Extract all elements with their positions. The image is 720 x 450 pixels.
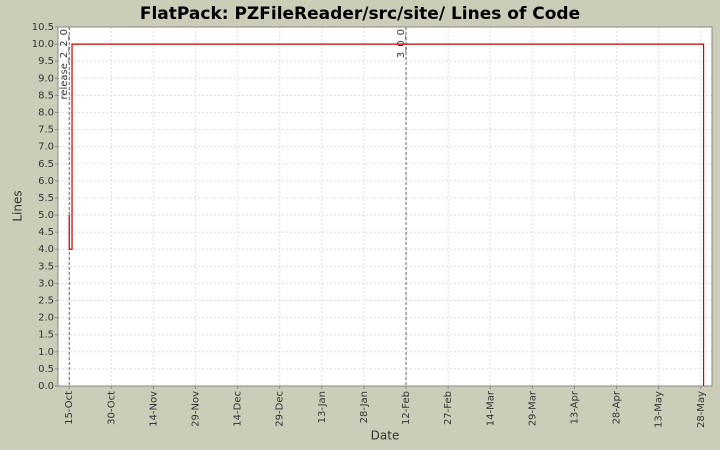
x-tick-label: 14-Nov — [148, 391, 159, 427]
x-tick-label: 28-Apr — [612, 390, 623, 424]
y-axis-label: Lines — [11, 190, 25, 221]
annotation-label: release_2_2_0 — [59, 29, 70, 100]
x-tick-label: 15-Oct — [64, 391, 75, 425]
y-tick-label: 8.5 — [38, 90, 54, 101]
y-tick-label: 1.5 — [38, 330, 54, 341]
y-tick-label: 10.5 — [32, 22, 54, 33]
line — [68, 43, 705, 386]
x-tick-label: 29-Mar — [527, 390, 538, 426]
y-tick-label: 8.0 — [38, 107, 54, 118]
x-tick-label: 29-Nov — [191, 391, 202, 427]
y-tick-label: 0.5 — [38, 364, 54, 375]
x-tick-label: 28-Jan — [359, 391, 370, 423]
x-tick-label: 28-May — [696, 391, 707, 428]
y-tick-label: 3.0 — [38, 278, 54, 289]
y-tick-label: 1.0 — [38, 347, 54, 358]
chart-title: FlatPack: PZFileReader/src/site/ Lines o… — [140, 4, 580, 24]
x-tick-label: 13-May — [654, 391, 665, 428]
y-tick-label: 3.5 — [38, 261, 54, 272]
y-tick-label: 2.0 — [38, 313, 54, 324]
x-tick-label: 29-Dec — [275, 391, 286, 427]
x-tick-label: 13-Jan — [317, 391, 328, 423]
y-tick-label: 2.5 — [38, 296, 54, 307]
plot-area — [58, 27, 712, 386]
y-tick-label: 9.5 — [38, 56, 54, 67]
x-tick-label: 13-Apr — [569, 390, 580, 424]
y-tick-label: 5.5 — [38, 193, 54, 204]
plot-border — [57, 26, 713, 387]
y-tick-label: 7.0 — [38, 142, 54, 153]
y-tick-label: 10.0 — [32, 39, 54, 50]
x-axis-label: Date — [371, 429, 400, 443]
x-tick-label: 12-Feb — [401, 391, 412, 425]
y-tick-label: 6.0 — [38, 176, 54, 187]
x-tick-label: 14-Mar — [485, 390, 496, 426]
x-tick-label: 27-Feb — [443, 391, 454, 425]
x-tick-label: 30-Oct — [106, 391, 117, 425]
y-tick-label: 5.0 — [38, 210, 54, 221]
y-tick-label: 7.5 — [38, 125, 54, 136]
y-tick-label: 4.0 — [38, 244, 54, 255]
y-tick-label: 0.0 — [38, 381, 54, 392]
y-tick-label: 4.5 — [38, 227, 54, 238]
y-tick-label: 6.5 — [38, 159, 54, 170]
y-tick-label: 9.0 — [38, 73, 54, 84]
x-tick-label: 14-Dec — [233, 391, 244, 427]
